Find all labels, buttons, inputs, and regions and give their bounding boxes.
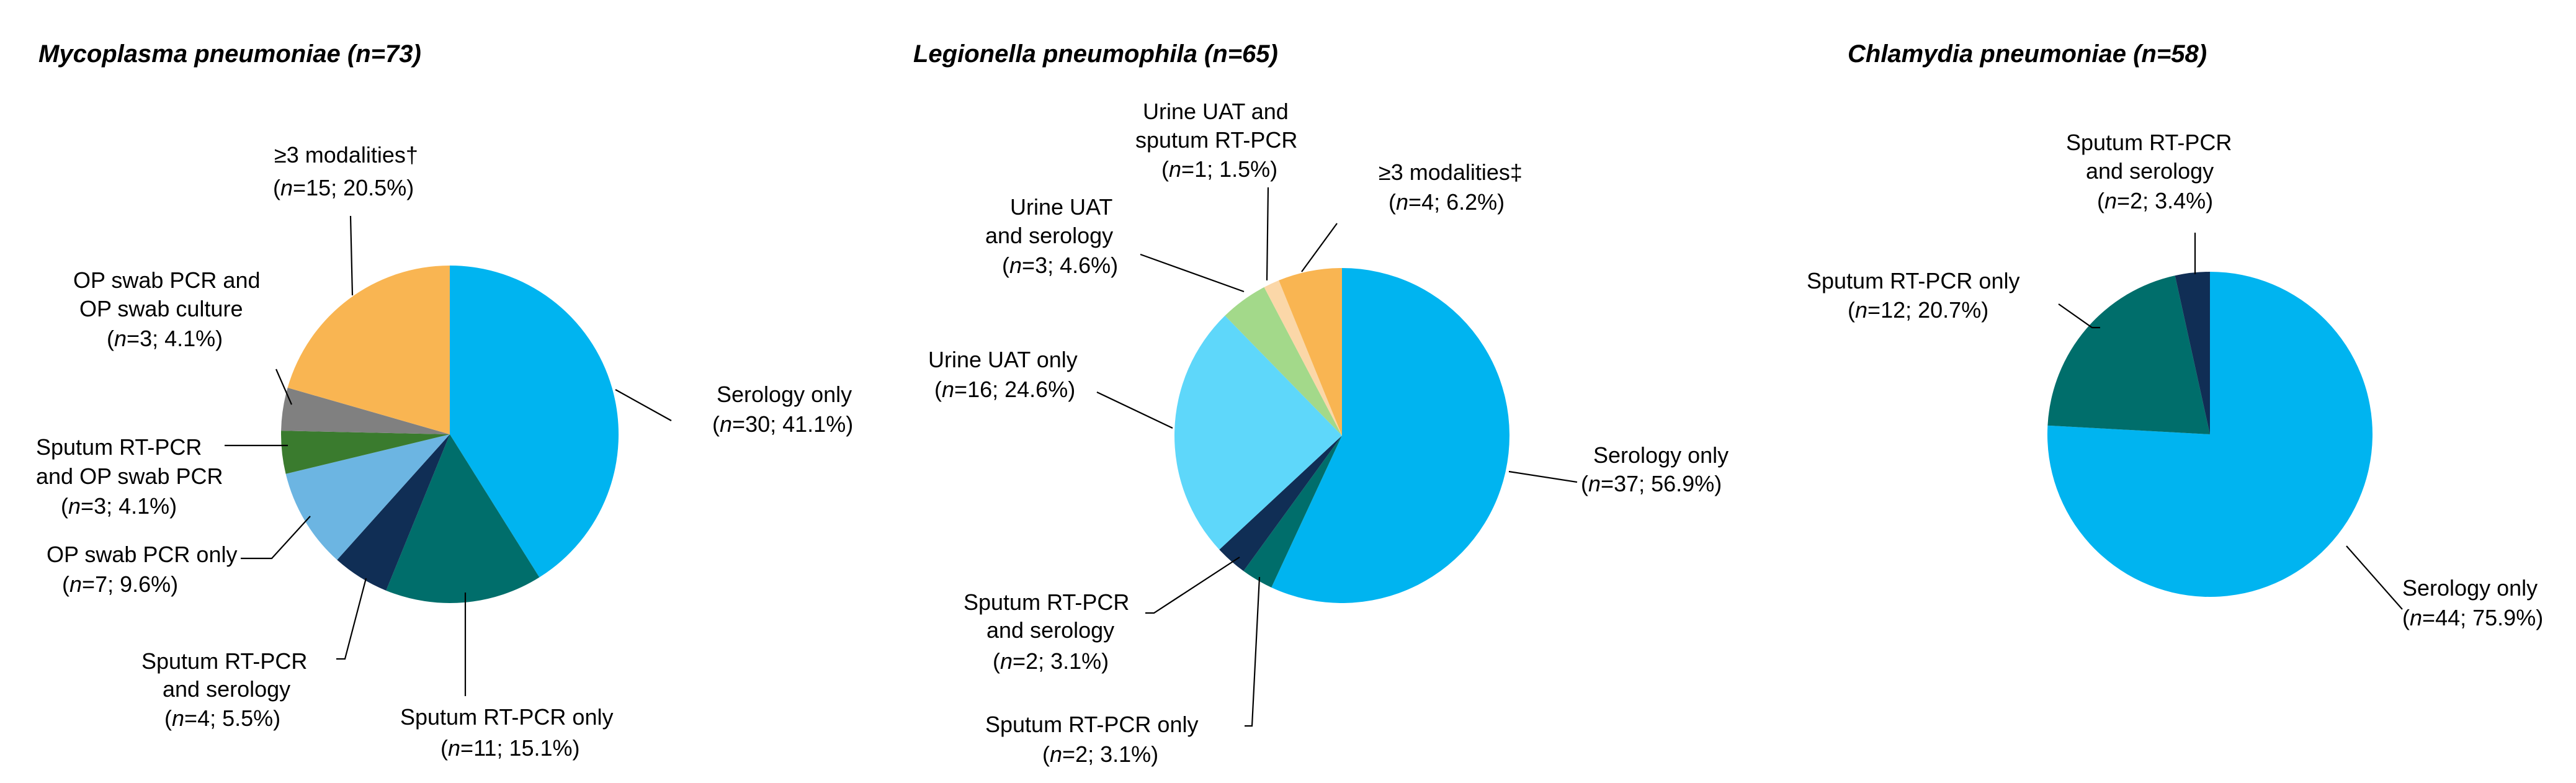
pie-slice-sputum-rt-pcr-only: [1243, 436, 1342, 588]
leader-line: [2346, 545, 2403, 610]
slice-label-serology-only: Serology only (n=30; 41.1%): [712, 382, 853, 437]
panel-legionella: Legionella pneumophila (n=65) Serology o…: [913, 40, 1729, 767]
pie-slice-op-swab-pcr-only: [285, 434, 450, 560]
leader-line: [1266, 187, 1269, 281]
pie-chlamydia: [2047, 272, 2373, 597]
slice-label-sputum-rtpcr-only: Sputum RT-PCR only (n=12; 20.7%): [1807, 268, 2019, 323]
leader-line: [1145, 557, 1240, 614]
slice-label-sputum-rtpcr-only: Sputum RT-PCR only (n=11; 15.1%): [400, 704, 613, 761]
pie-slice-sputum-rt-pcr-only: [386, 434, 540, 603]
chart-title-legionella: Legionella pneumophila (n=65): [913, 40, 1278, 68]
pie-slice-urine-uat-only: [1174, 315, 1342, 550]
slice-label-sputum-rtpcr-and-serology: Sputum RT-PCR and serology (n=4; 5.5%): [141, 648, 307, 731]
pie-slice-urine-uat-and-sputum-rt-pcr: [1264, 280, 1342, 436]
chart-title-mycoplasma: Mycoplasma pneumoniae (n=73): [38, 40, 421, 68]
pie-slice-op-swab-pcr-and-op-swab-culture: [281, 387, 450, 434]
pie-legionella: [1174, 268, 1509, 604]
pie-slice-urine-uat-and-serology: [1225, 287, 1342, 436]
pie-slice-sputum-rt-pcr-and-op-swab-pcr: [280, 431, 450, 474]
slice-label-sputum-rtpcr-and-op-swab-pcr: Sputum RT-PCR and OP swab PCR (n=3; 4.1%): [36, 434, 223, 519]
leader-line: [1245, 576, 1261, 727]
slice-label-sputum-rtpcr-only: Sputum RT-PCR only (n=2; 3.1%): [985, 712, 1198, 767]
slice-label-3-modalities: ≥3 modalities‡ (n=4; 6.2%): [1379, 159, 1523, 215]
slice-label-3-modalities: ≥3 modalities† (n=15; 20.5%): [273, 142, 418, 200]
leader-line: [1096, 392, 1173, 429]
pie-slice-serology-only: [1271, 268, 1509, 604]
pie-slice-3-modalities: [287, 266, 450, 434]
leader-line: [2058, 303, 2100, 329]
pie-mycoplasma: [280, 266, 619, 603]
pie-slice-serology-only: [2047, 272, 2373, 597]
pie-slice-serology-only: [450, 266, 619, 578]
slice-label-op-swab-pcr-and-culture: OP swab PCR and OP swab culture (n=3; 4.1%…: [73, 267, 260, 351]
pie-slice-sputum-rt-pcr-only: [2047, 275, 2210, 434]
leader-line: [275, 369, 293, 405]
leader-line: [615, 389, 672, 421]
pie-slice-sputum-rt-pcr-and-serology: [1219, 436, 1342, 571]
slice-label-urine-uat-and-sputum: Urine UAT and sputum RT-PCR (n=1; 1.5%): [1135, 99, 1297, 182]
slice-label-serology-only: Serology only (n=44; 75.9%): [2402, 575, 2543, 630]
leader-line: [1140, 253, 1245, 293]
leader-line: [1508, 470, 1578, 483]
slice-label-urine-uat-and-serology: Urine UAT and serology (n=3; 4.6%): [985, 194, 1118, 278]
slice-label-urine-uat-only: Urine UAT only (n=16; 24.6%): [928, 347, 1078, 402]
pie-slice-sputum-rt-pcr-and-serology: [2175, 272, 2210, 434]
pie-slice-3-modalities: [1279, 268, 1342, 436]
chart-title-chlamydia: Chlamydia pneumoniae (n=58): [1848, 40, 2207, 68]
slice-label-op-swab-pcr-only: OP swab PCR only (n=7; 9.6%): [47, 542, 237, 597]
slice-label-sputum-rtpcr-and-serology: Sputum RT-PCR and serology (n=2; 3.1%): [964, 589, 1129, 674]
panel-chlamydia: Chlamydia pneumoniae (n=58) Serology onl…: [1807, 40, 2543, 630]
slice-label-sputum-rtpcr-and-serology: Sputum RT-PCR and serology (n=2; 3.4%): [2066, 130, 2232, 213]
leader-line: [1301, 223, 1338, 272]
panel-mycoplasma: Mycoplasma pneumoniae (n=73) Serology on…: [36, 40, 853, 761]
pie-slice-sputum-rt-pcr-and-serology: [337, 434, 450, 591]
slice-label-serology-only: Serology only (n=37; 56.9%): [1581, 442, 1729, 496]
leader-line: [349, 215, 354, 296]
leader-line: [336, 578, 367, 660]
leader-line: [241, 516, 311, 560]
